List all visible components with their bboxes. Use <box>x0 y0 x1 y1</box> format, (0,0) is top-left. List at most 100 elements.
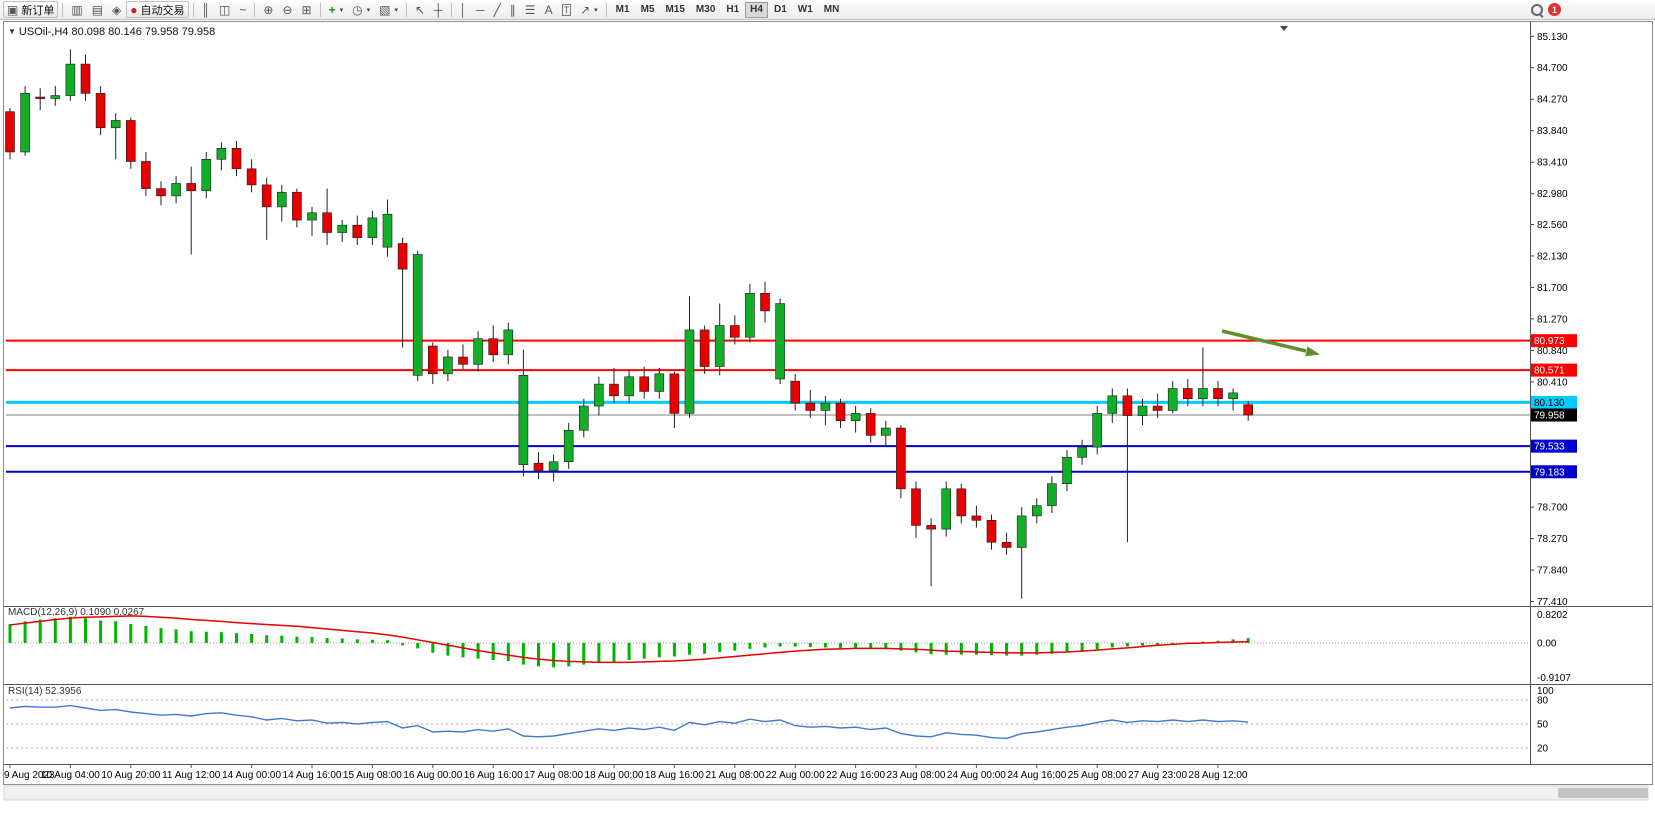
fibonacci-button[interactable]: ☰ <box>521 1 540 18</box>
price-tick-label: 81.700 <box>1537 283 1568 294</box>
vertical-line-button[interactable]: │ <box>456 1 472 18</box>
crosshair-icon: ┼ <box>434 2 443 17</box>
indicators-icon: + <box>328 2 336 17</box>
tile-windows-button[interactable]: ⊞ <box>298 1 316 18</box>
auto-trading-button[interactable]: ● 自动交易 <box>126 1 189 18</box>
price-tick-label: 78.270 <box>1537 534 1568 545</box>
macd-axis-min: -0.9107 <box>1537 673 1571 684</box>
horizontal-scrollbar-track[interactable] <box>3 785 1649 801</box>
timeframe-m15-button[interactable]: M15 <box>660 2 689 18</box>
navigator-button[interactable]: ◈ <box>108 1 125 18</box>
toolbar-button-label: 自动交易 <box>140 4 185 17</box>
tile-windows-icon: ⊞ <box>301 2 312 17</box>
horizontal-line-button[interactable]: ─ <box>472 1 489 18</box>
time-axis-label: 16 Aug 00:00 <box>403 770 462 781</box>
macd-axis-max: 0.8202 <box>1537 610 1568 621</box>
zoom-out-button[interactable]: ⊖ <box>278 1 296 18</box>
chart-window[interactable]: 85.130 84.700 84.270 83.840 83.410 82.980 82.5… <box>0 20 1655 831</box>
trendline-icon: ╱ <box>493 2 501 17</box>
horizontal-scrollbar-thumb[interactable] <box>1558 788 1648 798</box>
trendline-button[interactable]: ╱ <box>490 1 505 18</box>
timeframe-w1-button[interactable]: W1 <box>793 2 818 18</box>
periods-button[interactable]: ◷ ▾ <box>348 1 374 18</box>
time-axis-label: 14 Aug 00:00 <box>222 770 281 781</box>
price-tick-label: 85.130 <box>1537 32 1568 43</box>
channel-button[interactable]: ∥ <box>506 1 520 18</box>
dropdown-caret-icon: ▾ <box>339 6 344 14</box>
price-tick-label: 84.700 <box>1537 63 1568 74</box>
macd-axis-zero: 0.00 <box>1537 638 1557 649</box>
toolbar-separator <box>605 2 607 17</box>
toolbar-button-label: 新订单 <box>21 4 55 17</box>
new-order-button[interactable]: ▣ 新订单 <box>3 1 59 18</box>
price-label-box-79.958: 79.958 <box>1531 408 1577 422</box>
time-axis-label: 16 Aug 16:00 <box>464 770 523 781</box>
time-axis-label: 24 Aug 00:00 <box>947 770 1006 781</box>
svg-text:79.533: 79.533 <box>1534 442 1565 453</box>
time-axis-label: 15 Aug 08:00 <box>343 770 402 781</box>
time-axis-label: 11 Aug 12:00 <box>162 770 221 781</box>
macd-indicator-label: MACD(12,26,9) 0.1090 0.0267 <box>8 607 144 618</box>
svg-text:79.183: 79.183 <box>1534 467 1565 478</box>
toolbar-separator <box>405 2 407 17</box>
price-label-box-80.571: 80.571 <box>1531 363 1577 377</box>
rsi-line <box>9 704 1249 740</box>
horizontal-lines-layer[interactable] <box>6 339 1530 473</box>
price-tick-label: 82.980 <box>1537 189 1568 200</box>
cursor-button[interactable]: ↖ <box>411 1 429 18</box>
timeframe-m1-button[interactable]: M1 <box>611 2 635 18</box>
axis-layer: 85.130 84.700 84.270 83.840 83.410 82.980 82.5… <box>3 21 1652 781</box>
rsi-axis-100: 100 <box>1537 686 1554 697</box>
toolbar-separator <box>450 2 452 17</box>
line-chart-icon: ~ <box>239 2 247 17</box>
rsi-indicator-label: RSI(14) 52.3956 <box>8 686 81 697</box>
time-axis-label: 17 Aug 08:00 <box>524 770 583 781</box>
svg-text:79.958: 79.958 <box>1534 411 1565 422</box>
arrows-button[interactable]: ↗ ▾ <box>576 1 602 18</box>
data-window-icon: ▤ <box>91 2 104 17</box>
notifications-badge[interactable]: 1 <box>1548 3 1561 16</box>
time-axis-label: 22 Aug 16:00 <box>826 770 885 781</box>
data-window-button[interactable]: ▤ <box>88 1 107 18</box>
rsi-axis-80: 80 <box>1537 696 1549 707</box>
horizontal-line-icon: ─ <box>476 2 485 17</box>
label-button[interactable]: T <box>558 1 576 18</box>
price-label-box-80.130: 80.130 <box>1531 395 1577 409</box>
arrow-annotation[interactable] <box>1221 329 1320 357</box>
price-tick-label: 81.270 <box>1537 314 1568 325</box>
price-tick-label: 77.840 <box>1537 566 1568 577</box>
toolbar-separator <box>62 2 64 17</box>
price-tick-label: 77.410 <box>1537 597 1568 608</box>
fibonacci-icon: ☰ <box>524 2 536 17</box>
rsi-axis-20: 20 <box>1537 744 1549 755</box>
market-watch-button[interactable]: ▥ <box>67 1 86 18</box>
timeframe-h4-button[interactable]: H4 <box>745 1 768 18</box>
templates-button[interactable]: ▧ ▾ <box>375 1 402 18</box>
indicator-layer <box>6 615 1530 749</box>
zoom-in-icon: ⊕ <box>263 2 274 17</box>
main-toolbar: ▣ 新订单 ▥ ▤ ◈ ● 自动交易 ║ ◫ ~ ⊕ ⊖ ⊞ + ▾ ◷ ▾ ▧ ▾ ↖ ┼ │ ─ ╱ ∥ ☰ A T ↗ ▾ M1 M5 M… <box>0 0 1655 20</box>
search-icon <box>1531 3 1543 16</box>
timeframe-m30-button[interactable]: M30 <box>691 2 720 18</box>
toolbar-separator <box>192 2 194 17</box>
timeframe-h1-button[interactable]: H1 <box>721 2 744 18</box>
timeframe-mn-button[interactable]: MN <box>819 2 845 18</box>
candlestick-icon: ◫ <box>219 2 231 17</box>
timeframe-d1-button[interactable]: D1 <box>769 2 792 18</box>
collapse-triangle-icon[interactable]: ▼ <box>8 27 16 36</box>
timeframe-m5-button[interactable]: M5 <box>636 2 660 18</box>
chart-symbol-label[interactable]: ▼ USOil-,H4 80.098 80.146 79.958 79.958 <box>8 26 215 38</box>
price-label-box-79.533: 79.533 <box>1531 439 1577 453</box>
zoom-in-button[interactable]: ⊕ <box>259 1 277 18</box>
candlestick-button[interactable]: ◫ <box>215 1 234 18</box>
crosshair-button[interactable]: ┼ <box>430 1 447 18</box>
line-chart-button[interactable]: ~ <box>235 1 250 18</box>
svg-text:80.973: 80.973 <box>1534 336 1565 347</box>
periods-clock-icon: ◷ <box>352 2 363 17</box>
text-button[interactable]: A <box>541 1 557 18</box>
bar-chart-button[interactable]: ║ <box>198 1 215 18</box>
chart-canvas[interactable]: 85.130 84.700 84.270 83.840 83.410 82.980 82.5… <box>0 20 1655 831</box>
indicators-button[interactable]: + ▾ <box>325 1 348 18</box>
time-axis-label: 14 Aug 16:00 <box>283 770 342 781</box>
search-button[interactable] <box>1527 1 1547 18</box>
